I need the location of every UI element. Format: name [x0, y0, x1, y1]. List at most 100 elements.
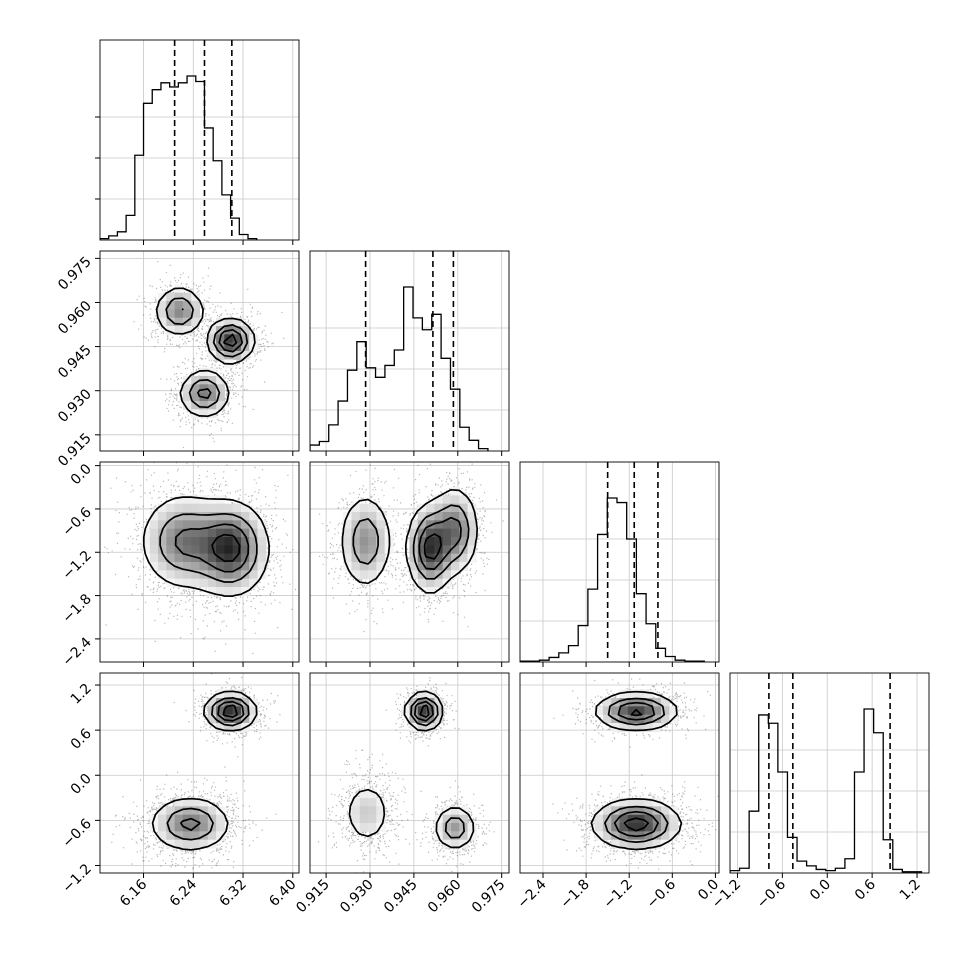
density-cell — [594, 814, 604, 824]
density-cell — [174, 839, 184, 849]
density-cell — [207, 698, 217, 707]
density-cell — [182, 384, 192, 394]
density-cell — [368, 512, 377, 521]
density-cell — [343, 553, 352, 563]
density-cell — [351, 798, 361, 807]
scatter-cloud — [111, 673, 281, 870]
density-cell — [417, 723, 427, 732]
density-cell — [182, 839, 192, 849]
density-cell — [376, 512, 386, 521]
density-cell — [257, 553, 267, 563]
contour-line — [222, 704, 238, 718]
density-cell — [627, 798, 637, 807]
density-cell — [450, 545, 460, 555]
density-cell — [376, 545, 386, 555]
density-cell — [158, 553, 167, 563]
density-cell — [182, 570, 192, 580]
density-cell — [199, 503, 209, 513]
density-cell — [207, 326, 217, 335]
panel-frame — [309, 672, 510, 874]
density-cell — [426, 528, 435, 538]
density-cell — [611, 831, 620, 841]
density-cell — [191, 384, 200, 394]
density-cell — [359, 806, 369, 816]
density-cell — [207, 814, 217, 824]
y-tick-label: 1.2 — [68, 681, 95, 708]
density-cell — [166, 553, 176, 563]
density-cell — [409, 562, 419, 571]
density-cell — [182, 520, 192, 530]
density-cell — [207, 528, 217, 538]
density-cell — [368, 806, 377, 816]
density-cell — [240, 528, 250, 538]
density-cell — [191, 578, 200, 588]
density-cell — [232, 706, 242, 716]
density-cell — [240, 512, 250, 521]
density-cell — [368, 537, 377, 546]
density-cell — [174, 495, 184, 505]
density-cell — [158, 806, 167, 816]
grid-1-1 — [310, 251, 509, 451]
density-cell — [141, 537, 151, 546]
density-cell — [602, 714, 612, 724]
density-cell — [224, 723, 234, 732]
density-shading — [594, 689, 679, 849]
density-cell — [207, 342, 217, 352]
density-cell — [232, 553, 242, 563]
density-cell — [644, 839, 654, 849]
density-cell — [442, 495, 452, 505]
density-cell — [199, 562, 209, 571]
density-cell — [627, 839, 637, 849]
density-cell — [459, 520, 469, 530]
density-cell — [467, 512, 477, 521]
density-cell — [459, 528, 469, 538]
density-cell — [199, 495, 209, 505]
density-cell — [426, 587, 435, 596]
density-cell — [232, 698, 242, 707]
density-cell — [207, 578, 217, 588]
density-cell — [376, 520, 386, 530]
x-tick-label: 0.6 — [852, 876, 879, 903]
density-body — [552, 678, 719, 870]
density-cell — [174, 503, 184, 513]
density-cell — [636, 823, 645, 832]
contour-line — [166, 696, 250, 841]
density-cell — [166, 570, 176, 580]
density-cell — [158, 528, 167, 538]
density-cell — [199, 409, 209, 419]
density-cell — [249, 562, 259, 571]
density-cell — [207, 714, 217, 724]
density-shading — [343, 487, 477, 596]
density-cell — [240, 351, 250, 360]
density-cell — [450, 503, 460, 513]
density-cell — [199, 537, 209, 546]
density-cell — [343, 545, 352, 555]
density-cell — [368, 798, 377, 807]
panel-3-3: −1.2 −0.6 0.0 0.6 1.2 — [709, 672, 930, 912]
density-cell — [182, 831, 192, 841]
density-cell — [619, 706, 629, 716]
density-cell — [619, 806, 629, 816]
density-cell — [619, 714, 629, 724]
density-cell — [174, 814, 184, 824]
density-cell — [207, 570, 217, 580]
density-cell — [351, 537, 361, 546]
density-cell — [174, 309, 184, 319]
density-cell — [467, 823, 477, 832]
density-cell — [232, 342, 242, 352]
density-cell — [467, 537, 477, 546]
density-cell — [368, 789, 377, 799]
density-cell — [158, 831, 167, 841]
density-cell — [232, 587, 242, 596]
density-cell — [174, 292, 184, 302]
density-cell — [207, 384, 217, 394]
density-cell — [417, 520, 427, 530]
density-cell — [216, 503, 225, 513]
density-cell — [166, 562, 176, 571]
density-cell — [216, 823, 225, 832]
density-cell — [240, 698, 250, 707]
density-cell — [191, 309, 200, 319]
density-cell — [191, 553, 200, 563]
density-cell — [351, 814, 361, 824]
